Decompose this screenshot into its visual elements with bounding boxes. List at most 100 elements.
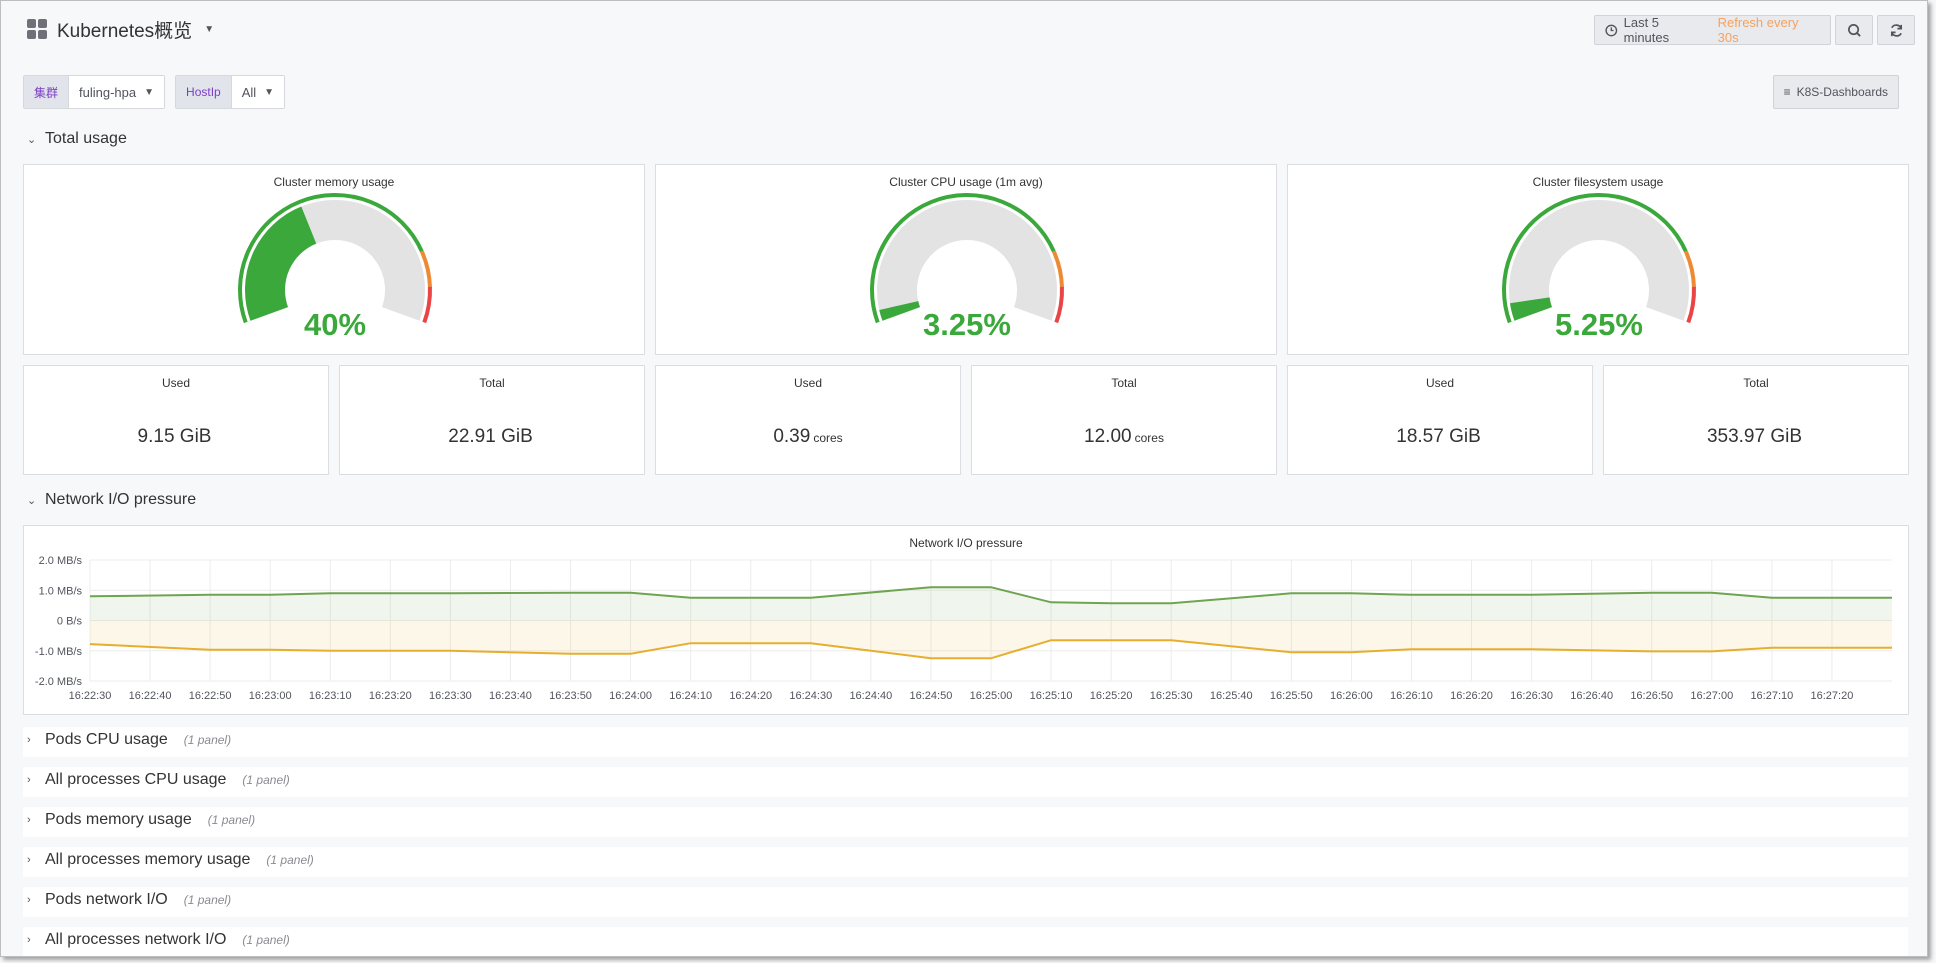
row-title: Pods network I/O — [45, 891, 168, 908]
gauge-threshold-crit — [422, 286, 432, 324]
x-tick-label: 16:22:50 — [189, 690, 232, 702]
stat-panel-fs-total[interactable]: Total 353.97 GiB — [1603, 365, 1909, 475]
collapsed-row-pods-cpu[interactable] — [23, 727, 1908, 757]
hostip-select-value: All — [241, 84, 257, 100]
stat-value: 0.39 cores — [773, 426, 843, 447]
y-tick-label: -1.0 MB/s — [35, 646, 83, 658]
collapsed-row-processes-cpu[interactable] — [23, 767, 1908, 797]
gauge-value-arc — [1509, 296, 1553, 321]
gauge-track — [1509, 200, 1689, 321]
row-pods-network[interactable]: › Pods network I/O (1 panel) — [27, 888, 231, 912]
gauge-value-label: 3.25% — [923, 307, 1011, 342]
cluster-select[interactable]: fuling-hpa ▼ — [69, 76, 165, 108]
row-total-usage[interactable]: ⌄ Total usage — [27, 127, 127, 151]
x-tick-label: 16:24:00 — [609, 690, 652, 702]
collapsed-row-pods-memory[interactable] — [23, 807, 1908, 837]
panel-count: (1 panel) — [242, 773, 290, 787]
collapsed-row-pods-network[interactable] — [23, 887, 1908, 917]
x-tick-label: 16:23:00 — [249, 690, 292, 702]
y-tick-label: -2.0 MB/s — [35, 676, 83, 688]
variable-label: 集群 — [24, 76, 70, 108]
time-picker-button[interactable]: Last 5 minutes Refresh every 30s — [1594, 15, 1831, 45]
gauge-value-arc — [879, 300, 921, 321]
stat-panel-memory-total[interactable]: Total 22.91 GiB — [339, 365, 645, 475]
stat-panel-cpu-total[interactable]: Total 12.00 cores — [971, 365, 1277, 475]
panel-title: Total — [479, 376, 505, 390]
collapsed-row-processes-memory[interactable] — [23, 847, 1908, 877]
x-tick-label: 16:23:20 — [369, 690, 412, 702]
gauge-threshold-crit — [1054, 286, 1064, 324]
row-title: Network I/O pressure — [45, 491, 197, 508]
gauge-track — [877, 200, 1057, 321]
panel-title: Used — [161, 376, 190, 390]
x-tick-label: 16:24:10 — [669, 690, 712, 702]
stat-value: 22.91 GiB — [448, 426, 533, 447]
dashboard-picker[interactable]: Kubernetes概览 ▼ — [27, 15, 214, 43]
stat-value: 12.00 cores — [1084, 426, 1164, 447]
stat-panel-memory-used[interactable]: Used 9.15 GiB — [23, 365, 329, 475]
cpu-gauge: 3.25% — [870, 193, 1064, 342]
series-area — [90, 620, 1892, 659]
search-icon — [1847, 23, 1861, 37]
stat-value: 9.15 GiB — [137, 426, 212, 447]
row-processes-cpu[interactable]: › All processes CPU usage (1 panel) — [27, 768, 290, 792]
time-range-label: Last 5 minutes — [1623, 15, 1670, 45]
cluster-select-value: fuling-hpa — [79, 84, 137, 100]
gauge-panel-cpu[interactable]: Cluster CPU usage (1m avg) 3.25% — [655, 164, 1277, 355]
dashboard-grid-icon — [27, 19, 47, 39]
stat-value: 18.57 GiB — [1396, 426, 1481, 447]
gauge-threshold-warn — [1683, 250, 1696, 287]
chevron-right-icon: › — [27, 894, 31, 906]
panel-count: (1 panel) — [183, 733, 232, 747]
memory-gauge: 40% — [238, 193, 432, 342]
x-tick-label: 16:26:50 — [1630, 690, 1673, 702]
panel-count: (1 panel) — [207, 813, 256, 827]
variable-hostip: HostIp All ▼ — [175, 75, 286, 109]
row-pods-memory[interactable]: › Pods memory usage (1 panel) — [27, 808, 255, 832]
filesystem-gauge: 5.25% — [1502, 193, 1696, 342]
gauge-threshold-warn — [419, 250, 432, 287]
panel-count: (1 panel) — [242, 933, 290, 947]
stat-panel-cpu-used[interactable]: Used 0.39 cores — [655, 365, 961, 475]
series-line — [89, 639, 1892, 660]
x-tick-label: 16:24:40 — [849, 690, 892, 702]
x-tick-label: 16:23:30 — [429, 690, 472, 702]
stat-value: 353.97 GiB — [1706, 426, 1803, 447]
zoom-out-button[interactable] — [1835, 15, 1873, 45]
row-processes-network[interactable]: › All processes network I/O (1 panel) — [27, 928, 290, 952]
panel-title: Used — [793, 376, 822, 390]
series-area — [90, 587, 1892, 621]
network-graph-panel[interactable]: Network I/O pressure 2.0 MB/s 1.0 MB/s 0 B… — [23, 525, 1909, 715]
top-bar: Kubernetes概览 ▼ Last 5 minutes Refresh ev… — [1, 1, 1927, 59]
chevron-right-icon: › — [27, 854, 31, 866]
row-processes-memory[interactable]: › All processes memory usage (1 panel) — [27, 848, 314, 872]
refresh-button[interactable] — [1877, 15, 1915, 45]
chevron-down-icon: ⌄ — [27, 133, 37, 146]
series-line — [89, 586, 1892, 605]
gauge-value-label: 40% — [304, 307, 366, 342]
gauge-threshold-ok — [1502, 193, 1688, 324]
x-tick-label: 16:25:40 — [1210, 690, 1253, 702]
chevron-right-icon: › — [27, 934, 31, 946]
x-tick-label: 16:27:20 — [1811, 690, 1854, 702]
collapsed-row-processes-network[interactable] — [23, 927, 1908, 956]
panel-title: Used — [1425, 376, 1454, 390]
refresh-interval-label: Refresh every 30s — [1717, 15, 1799, 45]
row-title: Pods CPU usage — [45, 731, 168, 748]
dashboard-links-button[interactable]: ≡ K8S-Dashboards — [1772, 75, 1899, 109]
gauge-panel-memory[interactable]: Cluster memory usage 40% — [23, 164, 645, 355]
row-title: All processes CPU usage — [45, 771, 227, 788]
panel-count: (1 panel) — [266, 853, 314, 867]
row-pods-cpu[interactable]: › Pods CPU usage (1 panel) — [27, 728, 231, 752]
x-tick-label: 16:22:40 — [129, 690, 172, 702]
gauge-panel-filesystem[interactable]: Cluster filesystem usage 5.25% — [1287, 164, 1909, 355]
hostip-select[interactable]: All ▼ — [231, 76, 285, 108]
x-tick-label: 16:27:10 — [1750, 690, 1793, 702]
variables-bar: 集群 fuling-hpa ▼ HostIp All ▼ — [23, 75, 286, 109]
row-network-io[interactable]: ⌄ Network I/O pressure — [27, 488, 196, 512]
stat-panel-fs-used[interactable]: Used 18.57 GiB — [1287, 365, 1593, 475]
x-tick-label: 16:26:30 — [1510, 690, 1553, 702]
gauge-value-arc — [245, 206, 318, 321]
row-title: All processes network I/O — [45, 931, 227, 948]
panel-count: (1 panel) — [183, 893, 232, 907]
